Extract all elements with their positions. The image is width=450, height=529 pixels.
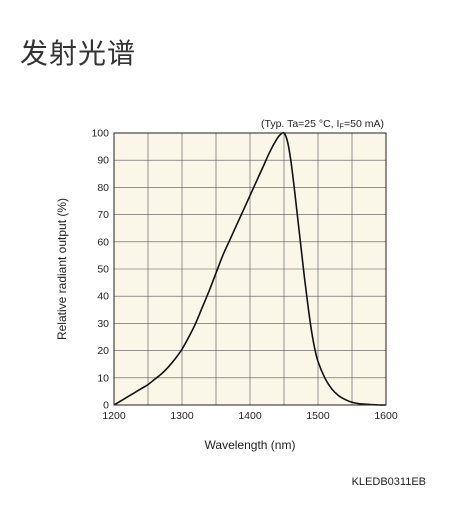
y-tick-label: 60 xyxy=(97,236,109,248)
axis-ticks: 1200 1300 1400 1500 1600 0 10 20 30 40 50 60 70 80 90 1… xyxy=(91,128,397,423)
x-tick-label: 1300 xyxy=(170,410,194,422)
figure-id: KLEDB0311EB xyxy=(351,476,426,488)
y-tick-label: 100 xyxy=(91,128,109,140)
y-tick-label: 90 xyxy=(97,155,109,167)
condition-annotation: (Typ. Ta=25 °C, IF=50 mA) xyxy=(261,118,384,131)
y-axis-label: Relative radiant output (%) xyxy=(55,198,69,340)
page-title: 发射光谱 xyxy=(20,37,137,70)
spectrum-line xyxy=(113,131,387,406)
x-tick-label: 1600 xyxy=(374,410,398,422)
plot-frame xyxy=(113,132,387,406)
y-tick-label: 10 xyxy=(97,372,109,384)
x-tick-label: 1400 xyxy=(238,410,262,422)
grid-lines xyxy=(114,133,386,405)
y-tick-label: 40 xyxy=(97,291,109,303)
plot-border xyxy=(113,132,387,406)
x-tick-label: 1200 xyxy=(102,410,126,422)
x-axis-label: Wavelength (nm) xyxy=(205,438,296,452)
series-lines xyxy=(113,131,387,406)
x-tick-label: 1500 xyxy=(306,410,330,422)
y-tick-label: 0 xyxy=(103,400,109,412)
y-tick-label: 50 xyxy=(97,264,109,276)
y-tick-label: 80 xyxy=(97,182,109,194)
y-tick-label: 70 xyxy=(97,209,109,221)
y-tick-label: 20 xyxy=(97,345,109,357)
y-tick-label: 30 xyxy=(97,318,109,330)
